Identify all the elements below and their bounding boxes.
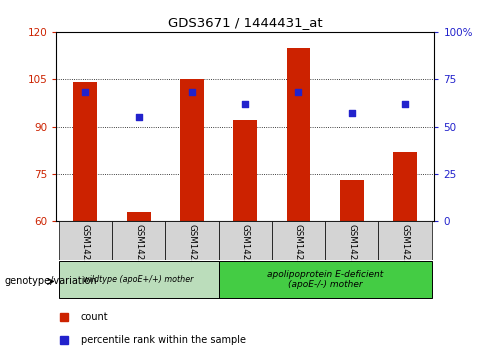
Text: wildtype (apoE+/+) mother: wildtype (apoE+/+) mother [83, 275, 194, 284]
Bar [127, 212, 151, 221]
Bar [340, 180, 364, 221]
Text: genotype/variation: genotype/variation [5, 276, 98, 286]
Bar [378, 221, 432, 260]
Text: count: count [81, 312, 108, 322]
Bar [165, 221, 219, 260]
Point [81, 90, 89, 95]
Bar [180, 79, 204, 221]
Point [295, 90, 303, 95]
Bar [112, 221, 165, 260]
Bar [272, 221, 325, 260]
Point [242, 101, 249, 107]
Bar [219, 261, 432, 298]
Bar [325, 221, 378, 260]
Bar [219, 221, 272, 260]
Text: percentile rank within the sample: percentile rank within the sample [81, 335, 246, 346]
Text: GSM142376: GSM142376 [347, 224, 356, 277]
Point [348, 110, 356, 116]
Text: GSM142369: GSM142369 [134, 224, 143, 277]
Bar [286, 48, 310, 221]
Bar [73, 82, 98, 221]
Text: GSM142380: GSM142380 [401, 224, 409, 277]
Text: apolipoprotein E-deficient
(apoE-/-) mother: apolipoprotein E-deficient (apoE-/-) mot… [267, 270, 383, 289]
Bar [59, 221, 112, 260]
Title: GDS3671 / 1444431_at: GDS3671 / 1444431_at [168, 16, 323, 29]
Text: GSM142372: GSM142372 [241, 224, 250, 277]
Text: GSM142370: GSM142370 [187, 224, 197, 277]
Bar [59, 261, 219, 298]
Point [401, 101, 409, 107]
Text: GSM142374: GSM142374 [294, 224, 303, 277]
Bar [233, 120, 257, 221]
Point [188, 90, 196, 95]
Bar [393, 152, 417, 221]
Point [135, 114, 142, 120]
Text: GSM142367: GSM142367 [81, 224, 90, 277]
